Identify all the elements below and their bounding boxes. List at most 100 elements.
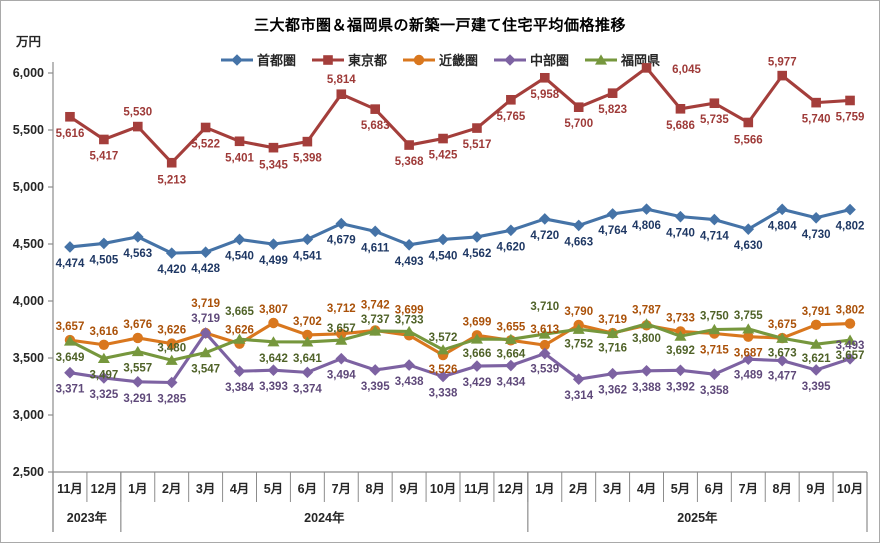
legend-marker-icon	[311, 54, 344, 65]
series-line	[69, 66, 851, 165]
data-point-marker	[370, 104, 381, 114]
data-point-label: 3,664	[496, 348, 525, 360]
data-point-label: 3,737	[361, 314, 390, 326]
data-point-label: 3,434	[496, 377, 525, 389]
data-point-label: 4,802	[836, 221, 865, 233]
data-point-label: 4,505	[89, 254, 118, 266]
data-point-marker	[267, 364, 280, 376]
x-tick-label-month: 9月	[399, 482, 418, 496]
data-point-marker	[301, 336, 314, 347]
data-point-label: 4,764	[598, 225, 627, 237]
x-tick-label-month: 10月	[837, 482, 863, 496]
data-point-marker	[776, 332, 789, 343]
data-point-marker	[640, 318, 653, 329]
data-point-marker	[539, 339, 550, 351]
data-point-label: 5,517	[463, 139, 492, 151]
data-point-marker	[595, 53, 608, 65]
data-point-label: 3,572	[429, 332, 458, 344]
data-point-label: 3,489	[734, 369, 763, 381]
data-point-marker	[335, 352, 348, 365]
data-point-marker	[97, 352, 110, 363]
x-tick-label-month: 7月	[739, 482, 758, 496]
data-point-label: 3,557	[123, 363, 152, 375]
data-point-label: 5,765	[496, 111, 525, 123]
series-東京都	[65, 63, 855, 168]
data-point-label: 5,735	[700, 114, 729, 126]
data-point-marker	[776, 203, 789, 216]
x-tick-label-month: 12月	[498, 482, 524, 496]
x-tick-label-month: 5月	[264, 482, 283, 496]
data-point-label: 3,621	[802, 353, 831, 365]
data-point-label: 3,388	[632, 382, 661, 394]
data-point-marker	[437, 370, 449, 383]
data-point-marker	[268, 142, 279, 153]
data-point-marker	[65, 111, 75, 122]
data-point-marker	[844, 334, 857, 345]
data-point-marker	[98, 339, 110, 350]
data-point-label: 3,438	[395, 376, 424, 388]
data-point-marker	[844, 352, 856, 365]
data-point-label: 3,314	[564, 390, 593, 402]
data-point-marker	[640, 364, 653, 377]
data-point-label: 5,700	[564, 118, 593, 130]
series-中部圏	[64, 327, 856, 389]
data-point-marker	[844, 318, 856, 329]
data-point-label: 3,719	[598, 314, 627, 326]
data-point-marker	[776, 354, 789, 367]
data-point-marker	[844, 203, 856, 216]
series-line	[69, 322, 851, 362]
data-point-label: 4,420	[157, 264, 186, 276]
y-tick-label: 4,500	[13, 237, 44, 251]
data-point-label: 3,699	[395, 304, 424, 316]
data-point-marker	[335, 334, 348, 345]
data-point-marker	[336, 89, 347, 100]
x-tick-label-month: 1月	[128, 482, 147, 496]
data-point-marker	[369, 325, 382, 336]
data-point-label: 3,655	[496, 321, 525, 333]
x-tick-label-month: 6月	[705, 482, 724, 496]
data-point-marker	[675, 103, 686, 114]
x-tick-label-month: 11月	[464, 482, 490, 496]
data-point-label: 3,493	[836, 340, 865, 352]
data-point-marker	[99, 134, 109, 145]
data-point-marker	[413, 54, 425, 65]
data-point-marker	[641, 63, 652, 73]
data-point-label: 3,526	[429, 364, 458, 376]
legend-item-中部圏: 中部圏	[493, 50, 569, 69]
data-point-marker	[200, 122, 211, 133]
data-point-marker	[233, 333, 246, 344]
data-point-label: 4,620	[496, 241, 525, 253]
data-point-label: 3,710	[530, 301, 559, 313]
data-point-label: 3,641	[293, 353, 322, 365]
data-point-marker	[504, 333, 517, 344]
data-point-marker	[810, 364, 822, 376]
data-point-marker	[538, 347, 551, 360]
data-point-label: 5,345	[259, 160, 288, 172]
data-point-marker	[606, 208, 619, 220]
data-point-label: 3,642	[259, 353, 288, 365]
data-point-label: 5,958	[530, 89, 559, 101]
data-point-label: 3,719	[191, 313, 220, 325]
data-point-label: 5,368	[395, 156, 424, 168]
data-point-marker	[674, 330, 687, 341]
legend-marker-icon	[402, 54, 435, 65]
data-point-label: 3,699	[463, 316, 492, 328]
data-point-marker	[268, 317, 279, 329]
data-point-label: 4,540	[225, 250, 254, 262]
data-point-label: 4,730	[802, 229, 831, 241]
data-point-label: 3,325	[89, 389, 118, 401]
y-tick-label: 3,500	[13, 351, 44, 365]
data-point-marker	[64, 366, 76, 379]
data-point-label: 3,480	[157, 342, 186, 354]
data-point-marker	[233, 233, 246, 246]
data-point-label: 3,362	[598, 385, 627, 397]
data-point-label: 3,802	[836, 305, 865, 317]
y-tick-label: 3,000	[13, 408, 44, 422]
data-point-label: 3,702	[293, 316, 322, 328]
data-point-label: 4,541	[293, 250, 322, 262]
data-point-marker	[505, 224, 517, 237]
data-point-marker	[267, 336, 280, 347]
x-tick-label-month: 2月	[569, 482, 588, 496]
